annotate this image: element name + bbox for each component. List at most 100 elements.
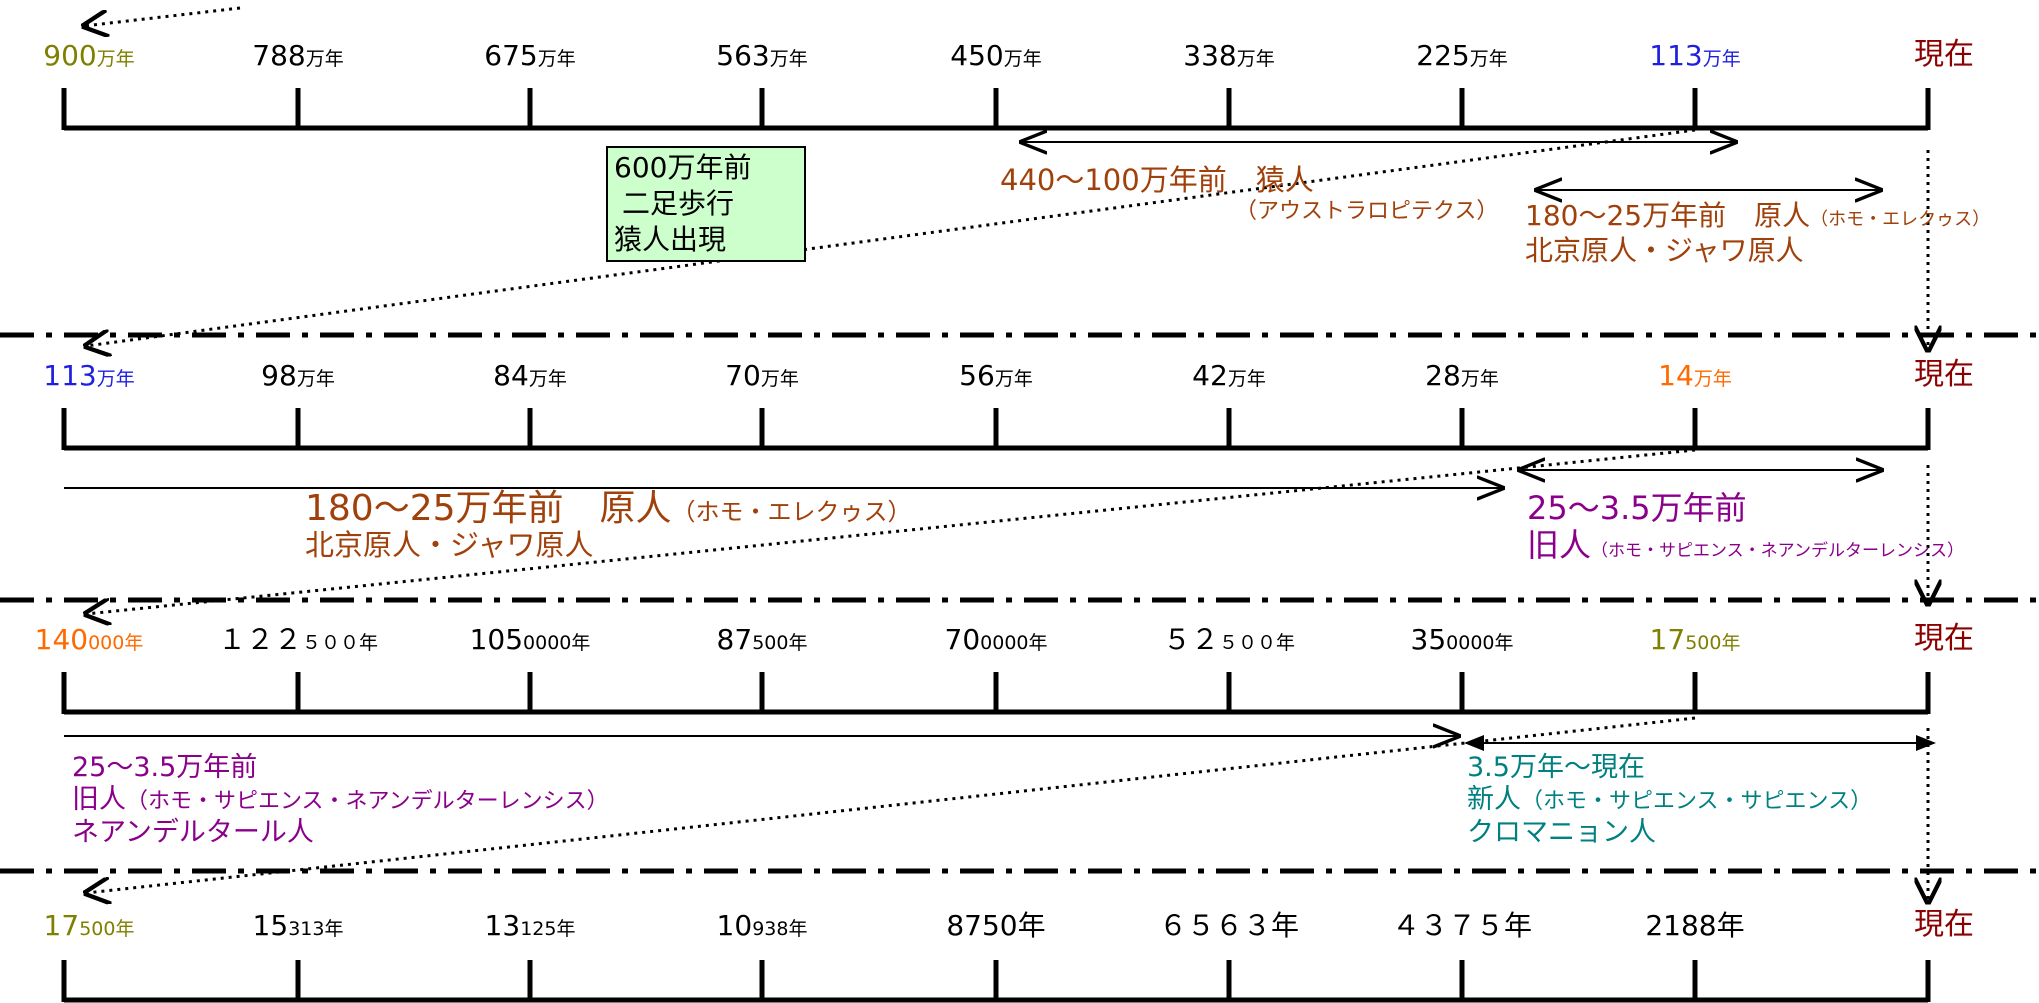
note-genjin-1-line1b: （ホモ・エレクゥス）: [1810, 209, 1991, 230]
note-kyujin-2: 25～3.5万年前 旧人（ホモ・サピエンス・ネアンデルターレンシス） ネアンデル…: [72, 752, 609, 849]
note-sarujin-line1: 440～100万年前 猿人: [1000, 163, 1314, 197]
tick-value: 17: [43, 909, 80, 942]
tick-value: 17: [1649, 623, 1686, 656]
tick-label: 700000年: [945, 626, 1048, 654]
tick-unit: 313年: [288, 918, 344, 940]
tick-unit: 万年: [994, 368, 1033, 390]
tick-unit: 万年: [1460, 368, 1499, 390]
tick-unit: 万年: [96, 368, 135, 390]
tick-label: 84万年: [493, 362, 567, 390]
tick-value: 900: [43, 39, 97, 72]
note-genjin-2: 180～25万年前 原人（ホモ・エレクゥス） 北京原人・ジャワ原人: [305, 488, 912, 563]
note-genjin-2-line1a: 180～25万年前 原人: [305, 488, 672, 529]
tick-unit: ５００年: [1219, 632, 1296, 654]
tick-unit: 万年: [537, 48, 576, 70]
tick-label: ５２５００年: [1163, 626, 1295, 654]
tick-label: 13125年: [485, 912, 576, 940]
box-line-2: 二足歩行: [622, 186, 735, 220]
tick-unit: 万年: [296, 368, 335, 390]
zoom-arrow-2: [86, 448, 1696, 614]
tick-label: 28万年: [1425, 362, 1499, 390]
tick-label: 450万年: [950, 42, 1041, 70]
tick-label: ６５６３年: [1159, 912, 1299, 940]
tick-unit: 万年: [96, 48, 135, 70]
tick-unit: 万年: [305, 48, 344, 70]
note-kyujin-1-line2b: （ホモ・サピエンス・ネアンデルターレンシス）: [1591, 540, 1964, 561]
tick-value: ６５６３年: [1158, 909, 1300, 942]
tick-label: 17500年: [1650, 626, 1741, 654]
note-kyujin-2-line2b: （ホモ・サピエンス・ネアンデルターレンシス）: [126, 789, 609, 815]
note-shinjin-line2a: 新人: [1467, 784, 1521, 816]
tick-value: ５２: [1162, 623, 1219, 656]
tick-label: 17500年: [44, 912, 135, 940]
tick-unit: 938年: [752, 918, 808, 940]
note-shinjin-line1: 3.5万年～現在: [1467, 752, 1645, 783]
note-kyujin-1: 25～3.5万年前 旧人（ホモ・サピエンス・ネアンデルターレンシス）: [1527, 490, 1964, 564]
tick-label: 2188年: [1645, 912, 1744, 940]
bipedal-origin-box: 600万年前 二足歩行 猿人出現: [606, 146, 806, 262]
tick-label: 113万年: [43, 362, 134, 390]
tick-unit: 0000年: [1446, 632, 1514, 654]
now-label: 現在: [1914, 907, 1974, 942]
tick-value: 14: [1658, 359, 1694, 392]
tick-value: 113: [43, 359, 97, 392]
tick-value: 8750年: [946, 909, 1046, 942]
tick-value: 140: [34, 623, 89, 656]
note-shinjin-line2b: （ホモ・サピエンス・サピエンス）: [1521, 789, 1873, 815]
note-sarujin: 440～100万年前 猿人 （アウストラロピテクス）: [1000, 162, 1498, 226]
tick-unit: 万年: [1469, 48, 1508, 70]
tick-value: 70: [944, 623, 981, 656]
tick-value: 87: [716, 623, 753, 656]
tick-label: 675万年: [484, 42, 575, 70]
tick-label: 338万年: [1183, 42, 1274, 70]
tick-label: 8750年: [946, 912, 1045, 940]
tick-value: 113: [1649, 39, 1703, 72]
note-shinjin: 3.5万年～現在 新人（ホモ・サピエンス・サピエンス） クロマニョン人: [1467, 752, 1872, 849]
tick-unit: 万年: [1003, 48, 1042, 70]
tick-label: 225万年: [1416, 42, 1507, 70]
tick-value: 2188年: [1645, 909, 1745, 942]
note-kyujin-1-line1: 25～3.5万年前: [1527, 489, 1747, 527]
tick-value: 450: [950, 39, 1004, 72]
tick-value: 28: [1425, 359, 1461, 392]
tick-label: 56万年: [959, 362, 1033, 390]
tick-label: 113万年: [1649, 42, 1740, 70]
tick-value: 42: [1192, 359, 1228, 392]
tick-unit: 万年: [760, 368, 799, 390]
tick-unit: ５００年: [302, 632, 379, 654]
tick-value: 56: [959, 359, 995, 392]
tick-label: 14万年: [1658, 362, 1732, 390]
tick-value: 15: [252, 909, 289, 942]
tick-label: 788万年: [252, 42, 343, 70]
tick-label: 15313年: [253, 912, 344, 940]
tick-label: 98万年: [261, 362, 335, 390]
tick-label: ４３７５年: [1392, 912, 1532, 940]
tick-unit: 万年: [528, 368, 567, 390]
now-label: 現在: [1914, 621, 1974, 656]
tick-value: 84: [493, 359, 529, 392]
box-line-1: 600万年前: [614, 151, 752, 184]
note-kyujin-2-line1: 25～3.5万年前: [72, 752, 258, 783]
note-genjin-2-line1b: （ホモ・エレクゥス）: [671, 498, 912, 526]
note-kyujin-1-line2a: 旧人: [1527, 525, 1592, 564]
tick-value: 98: [261, 359, 297, 392]
tick-unit: 000年: [88, 632, 144, 654]
note-genjin-2-line2: 北京原人・ジャワ原人: [305, 528, 594, 563]
tick-value: 70: [725, 359, 761, 392]
tick-unit: 125年: [520, 918, 576, 940]
tick-value: 105: [469, 623, 524, 656]
tick-label: 10938年: [717, 912, 808, 940]
zoom-arrow-top: [84, 6, 241, 26]
note-sarujin-line2: （アウストラロピテクス）: [1235, 199, 1499, 225]
note-kyujin-2-line2a: 旧人: [72, 784, 126, 816]
tick-label: 563万年: [716, 42, 807, 70]
tick-unit: 500年: [1685, 632, 1741, 654]
tick-unit: 0000年: [980, 632, 1048, 654]
tick-value: 563: [716, 39, 770, 72]
tick-label: １２２５００年: [218, 626, 378, 654]
tick-label: 87500年: [717, 626, 808, 654]
tick-unit: 万年: [1702, 48, 1741, 70]
now-label: 現在: [1914, 357, 1974, 392]
